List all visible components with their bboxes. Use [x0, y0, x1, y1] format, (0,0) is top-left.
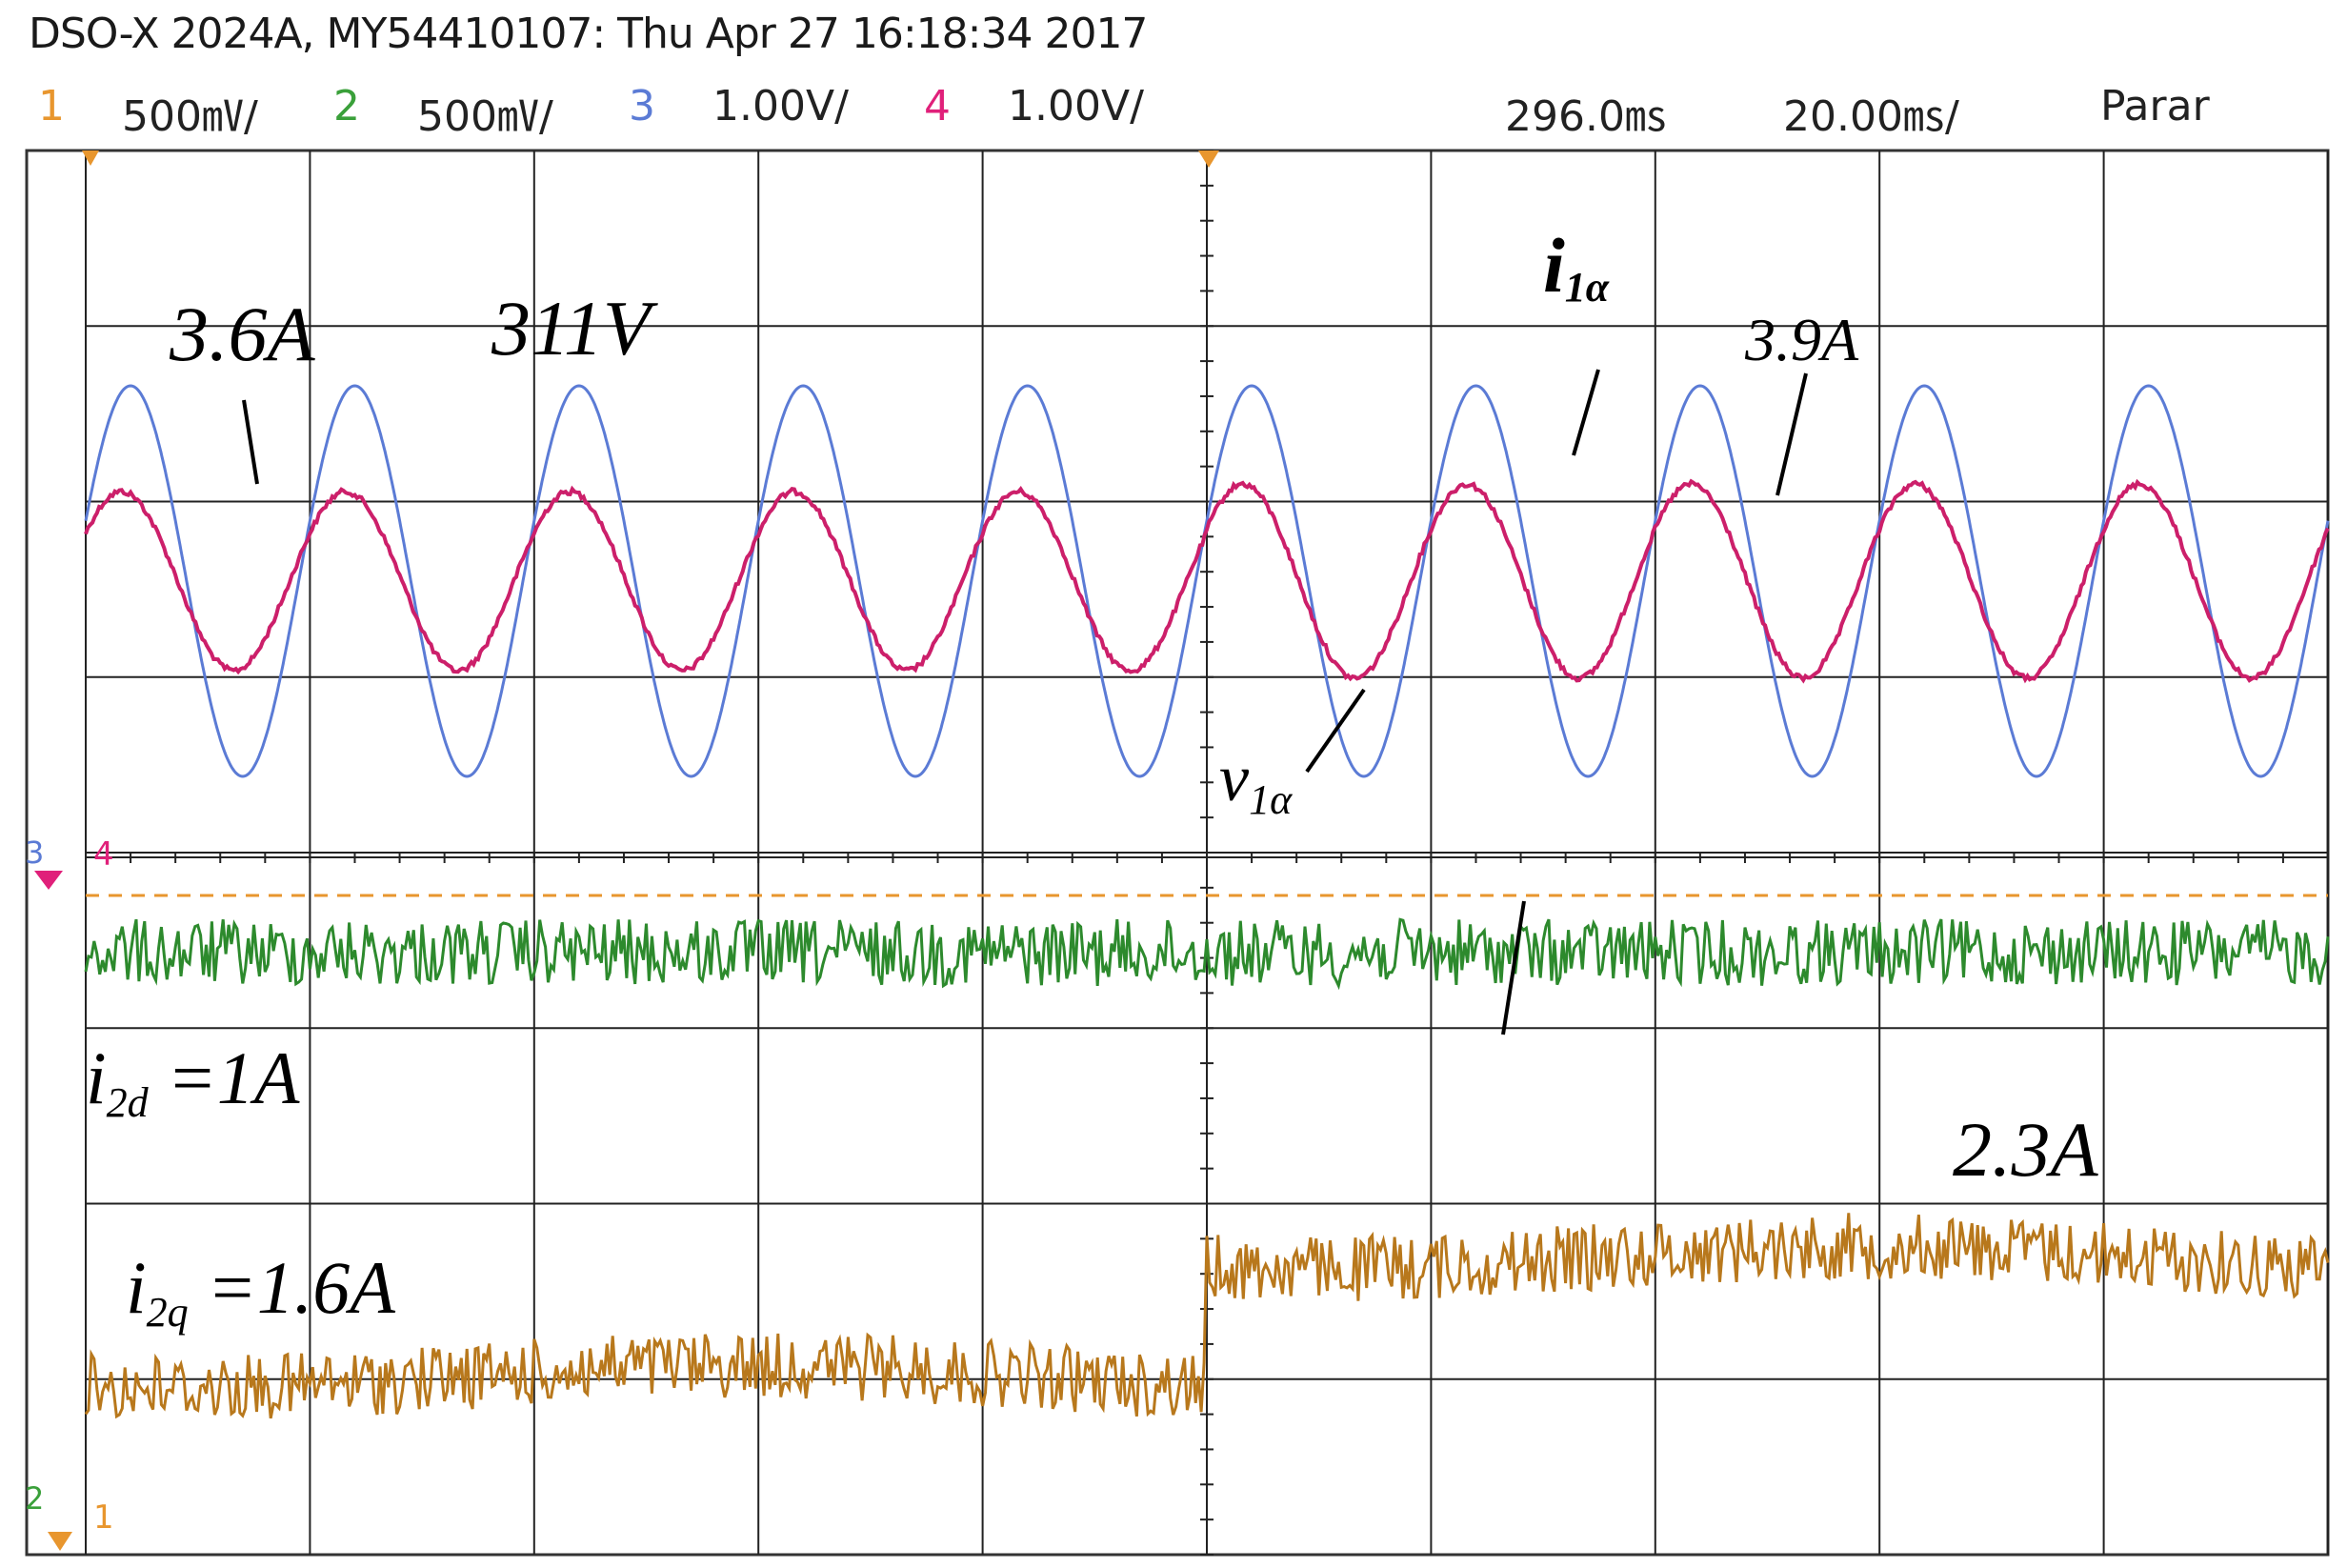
annotation-pointers [242, 369, 1808, 1035]
ch4-scale[interactable]: 1.00V/ [1008, 82, 1144, 131]
trace-i1-alpha [84, 478, 2330, 684]
label-i1-after: 3.9A [1744, 306, 1859, 373]
ch1-ground-marker[interactable] [48, 1532, 72, 1551]
pointer-i1-after [1775, 372, 1808, 496]
trace-i2d [84, 917, 2330, 991]
trace-i2q [84, 1213, 2330, 1419]
ch3-scale[interactable]: 1.00V/ [712, 82, 849, 131]
label-i2q: i2q =1.6A [126, 1246, 395, 1336]
trace-v1-alpha [84, 384, 2330, 778]
label-i2d: i2d =1A [86, 1036, 300, 1126]
scope-title: DSO-X 2024A, MY54410107: Thu Apr 27 16:1… [29, 10, 1148, 58]
graticule [85, 150, 2329, 1556]
ch1-number[interactable]: 1 [38, 82, 65, 131]
run-state[interactable]: Parar [2100, 82, 2210, 131]
pointer-v1-label [1305, 688, 1366, 774]
trigger-left-marker[interactable] [82, 151, 99, 166]
ch2-tag: 2 [25, 1480, 44, 1517]
ch3-number[interactable]: 3 [629, 82, 655, 131]
ch4-ground-marker[interactable] [34, 871, 63, 890]
label-i1-before: 3.6A [169, 291, 316, 377]
ch2-number[interactable]: 2 [333, 82, 360, 131]
pointer-i1-label [1572, 369, 1600, 456]
ch1-ground-label: 1 [93, 1498, 114, 1537]
timebase-readout[interactable]: 20.00㎳/ [1783, 92, 1959, 141]
ch4-number[interactable]: 4 [924, 82, 951, 131]
label-i2q-after: 2.3A [1953, 1106, 2099, 1193]
ch4-ground-label: 4 [93, 835, 114, 874]
ch3-tag: 3 [25, 834, 44, 871]
ch2-scale[interactable]: 500㎷/ [417, 92, 553, 141]
ch1-scale[interactable]: 500㎷/ [122, 92, 258, 141]
pointer-i1-before [242, 399, 259, 485]
label-i1-main: i1α [1543, 222, 1610, 311]
pointer-i2d [1501, 900, 1526, 1035]
label-v1-main: v1α [1219, 742, 1293, 823]
delay-readout[interactable]: 296.0㎳ [1505, 92, 1667, 141]
trigger-position-marker[interactable] [1198, 151, 1219, 168]
label-v1-amplitude: 311V [491, 285, 658, 372]
